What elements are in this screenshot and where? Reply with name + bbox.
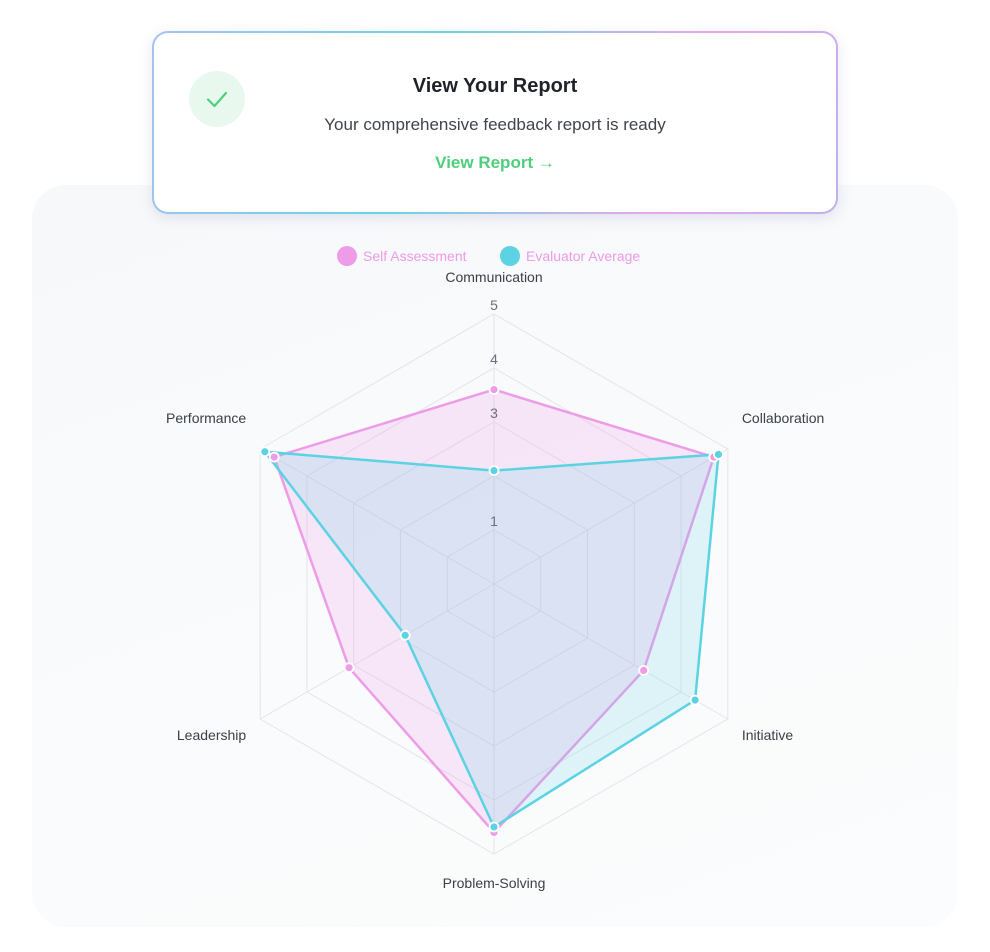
view-report-link-row: View Report → bbox=[154, 153, 836, 173]
category-label: Problem-Solving bbox=[443, 875, 546, 891]
tick-label: 5 bbox=[490, 297, 498, 313]
series-point[interactable] bbox=[268, 451, 280, 463]
grid-spoke bbox=[259, 448, 495, 585]
category-label: Leadership bbox=[177, 727, 246, 743]
grid-spoke bbox=[259, 583, 495, 720]
legend-swatch[interactable] bbox=[500, 246, 520, 266]
category-label: Communication bbox=[445, 269, 542, 285]
tick-label: 3 bbox=[490, 405, 498, 421]
legend-label[interactable]: Evaluator Average bbox=[526, 248, 640, 264]
series-point[interactable] bbox=[399, 629, 411, 641]
grid-spoke bbox=[493, 448, 729, 585]
tick-label: 1 bbox=[490, 513, 498, 529]
report-card: View Your Report Your comprehensive feed… bbox=[152, 31, 838, 214]
card-subtitle: Your comprehensive feedback report is re… bbox=[324, 115, 666, 134]
category-label: Performance bbox=[166, 410, 246, 426]
series-point[interactable] bbox=[689, 694, 701, 706]
view-report-link[interactable]: View Report → bbox=[435, 153, 555, 172]
series-point[interactable] bbox=[488, 821, 500, 833]
series-point[interactable] bbox=[259, 446, 271, 458]
tick-label: 4 bbox=[490, 351, 498, 367]
check-badge bbox=[189, 71, 245, 127]
category-label: Collaboration bbox=[742, 410, 825, 426]
series-area-1 bbox=[263, 450, 720, 829]
grid-spoke bbox=[493, 583, 729, 720]
series-point[interactable] bbox=[638, 665, 650, 676]
category-label: Initiative bbox=[742, 727, 794, 743]
series-point[interactable] bbox=[488, 465, 500, 477]
legend-swatch[interactable] bbox=[337, 246, 357, 266]
series-point[interactable] bbox=[713, 448, 724, 460]
series-point[interactable] bbox=[488, 384, 500, 396]
legend-label[interactable]: Self Assessment bbox=[363, 248, 467, 264]
chart-panel bbox=[32, 185, 958, 927]
series-point[interactable] bbox=[343, 662, 355, 674]
report-card-body: View Your Report Your comprehensive feed… bbox=[154, 33, 836, 212]
check-icon bbox=[206, 91, 228, 108]
card-title: View Your Report bbox=[412, 75, 578, 97]
